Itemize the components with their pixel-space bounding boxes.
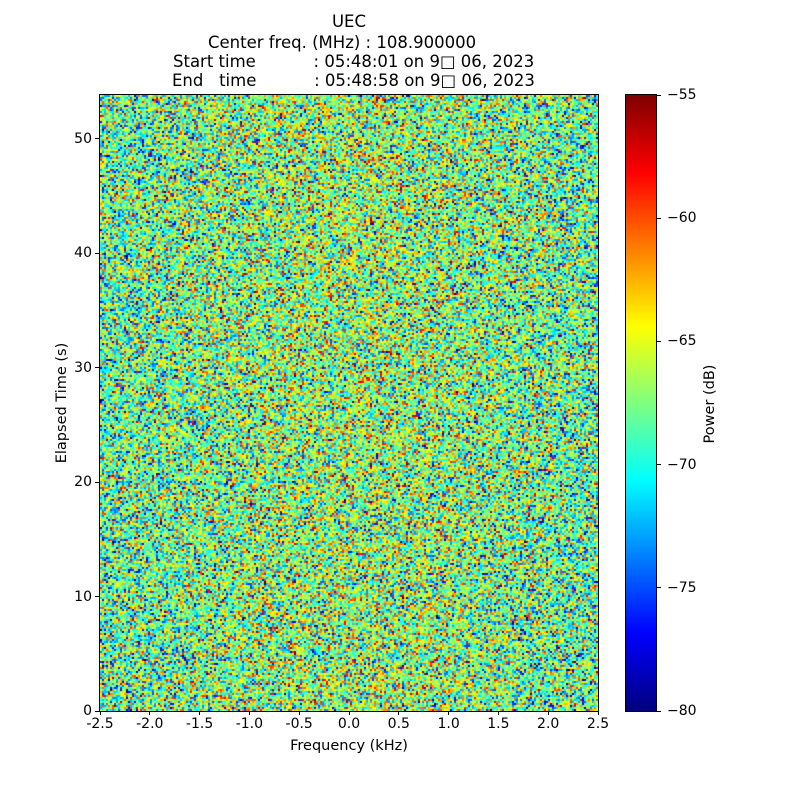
x-tick-label: -0.5: [285, 716, 313, 732]
x-tick-mark: [199, 711, 201, 715]
spectrogram-heatmap: [100, 95, 598, 711]
x-tick-label: -1.5: [185, 716, 214, 732]
colorbar-tick-mark: [657, 464, 661, 466]
x-tick-label: -2.0: [136, 716, 164, 732]
colorbar-title: Power (dB): [702, 364, 718, 444]
y-tick-mark: [95, 367, 99, 368]
start-time-line: Start time : 05:48:01 on 9□ 06, 2023: [173, 52, 535, 71]
x-tick-label: 0.5: [387, 716, 410, 732]
x-tick-label: 2.5: [586, 716, 610, 732]
x-tick-mark: [348, 711, 350, 715]
x-tick-label: 0.0: [337, 716, 361, 732]
y-tick-label: 40: [74, 245, 92, 261]
x-tick-mark: [597, 711, 599, 715]
chart-title: UEC: [331, 12, 367, 31]
x-tick-label: -2.5: [86, 716, 114, 732]
y-tick-label: 20: [74, 474, 92, 490]
center-frequency-line: Center freq. (MHz) : 108.900000: [208, 33, 477, 52]
colorbar-tick-mark: [657, 710, 661, 712]
x-tick-mark: [298, 711, 300, 715]
y-tick-label: 10: [74, 588, 92, 605]
spectrogram-plot-area: [99, 94, 599, 712]
colorbar-tick-mark: [657, 217, 661, 219]
colorbar-tick-label: −55: [667, 87, 697, 103]
y-axis-title: Elapsed Time (s): [54, 342, 70, 464]
y-tick-mark: [95, 710, 99, 712]
x-tick-mark: [547, 711, 549, 715]
colorbar-tick-mark: [657, 340, 661, 342]
x-tick-label: -1.0: [235, 716, 264, 732]
colorbar-tick-label: −75: [667, 579, 697, 596]
x-tick-mark: [149, 711, 151, 715]
y-tick-label: 0: [83, 703, 92, 719]
x-tick-mark: [99, 711, 101, 715]
end-time-line: End time : 05:48:58 on 9□ 06, 2023: [172, 71, 535, 90]
colorbar: [625, 94, 657, 712]
colorbar-gradient: [626, 95, 656, 711]
x-axis-title: Frequency (kHz): [290, 738, 408, 754]
colorbar-tick-label: −80: [667, 703, 697, 719]
x-tick-mark: [497, 711, 499, 715]
x-tick-label: 2.0: [537, 716, 560, 732]
x-tick-mark: [398, 711, 400, 715]
x-tick-mark: [448, 711, 450, 715]
colorbar-tick-label: −65: [667, 333, 697, 350]
colorbar-tick-mark: [657, 94, 661, 96]
y-tick-mark: [95, 252, 99, 254]
y-tick-label: 30: [74, 359, 92, 376]
x-tick-label: 1.0: [437, 716, 460, 732]
y-tick-label: 50: [74, 130, 92, 147]
y-tick-mark: [95, 481, 99, 483]
y-tick-mark: [95, 138, 99, 139]
colorbar-tick-mark: [657, 587, 661, 589]
y-tick-mark: [95, 596, 99, 597]
colorbar-tick-label: −70: [667, 456, 697, 473]
x-tick-label: 1.5: [487, 716, 510, 732]
colorbar-tick-label: −60: [667, 210, 697, 227]
x-tick-mark: [248, 711, 250, 715]
